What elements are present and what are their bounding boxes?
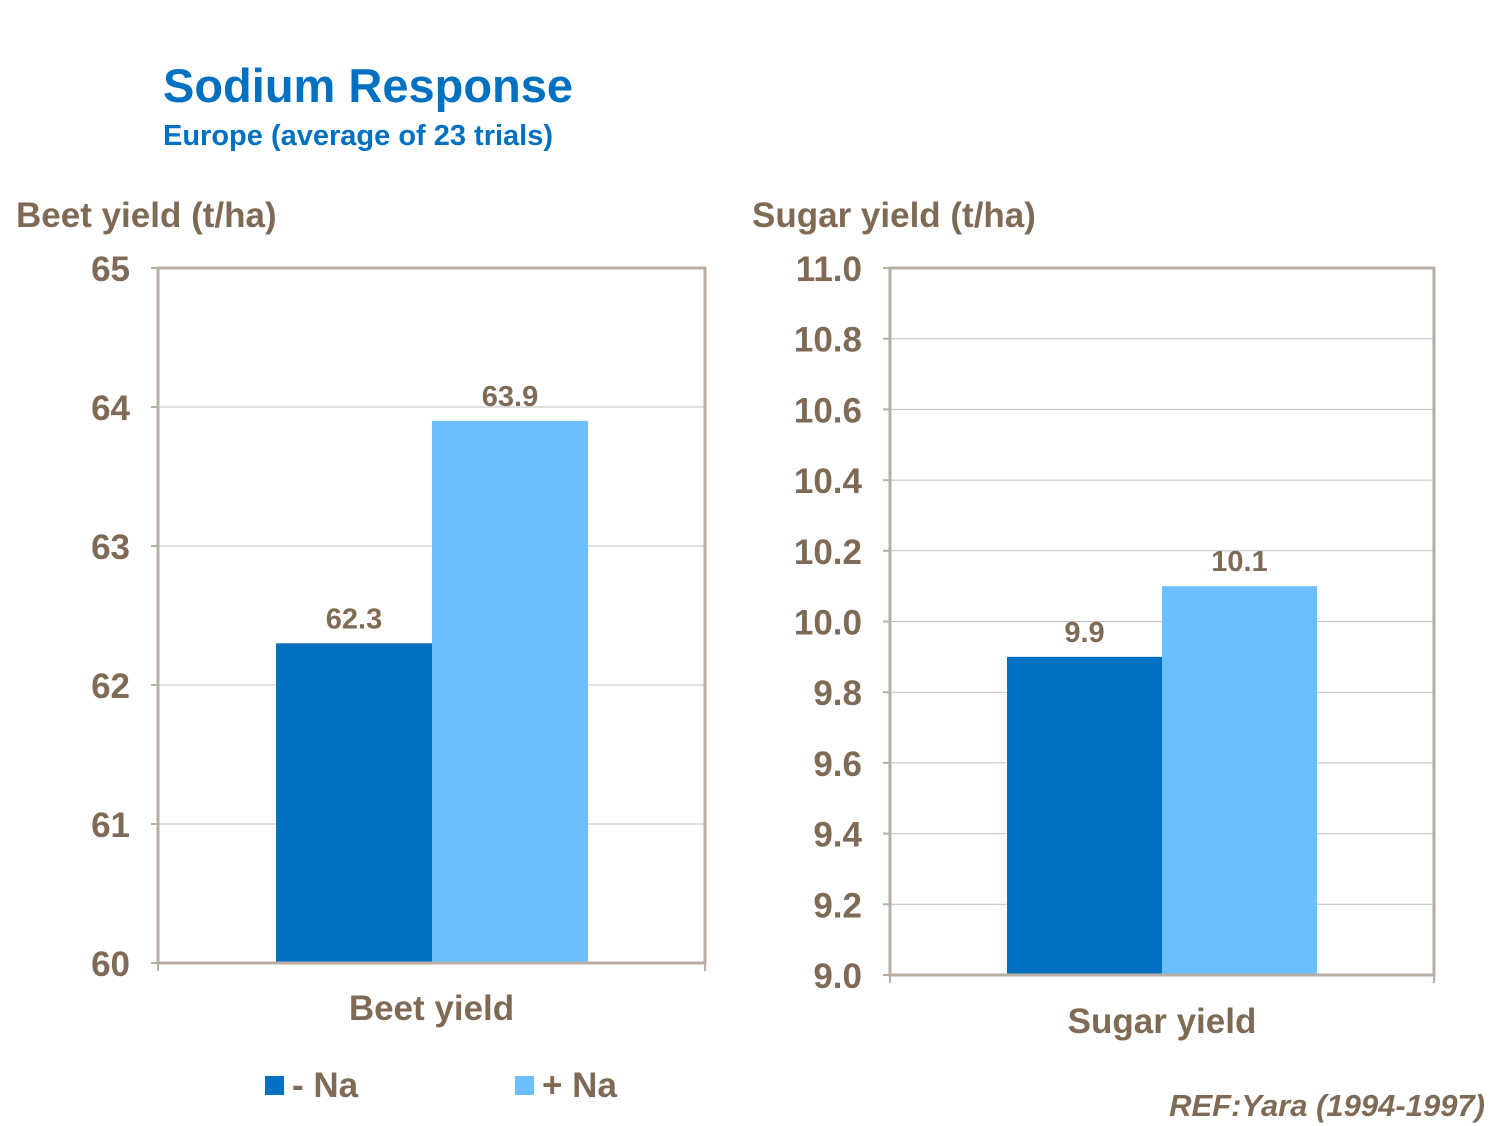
beet-data-label-plus-na: 63.9 — [482, 381, 538, 413]
sugar-chart-y-axis-label: Sugar yield (t/ha) — [752, 196, 1036, 235]
beet-category-label: Beet yield — [349, 989, 514, 1028]
legend-item-plus-na: + Na — [515, 1068, 617, 1103]
legend-swatch-minus-na — [265, 1076, 284, 1095]
sugar-y-tick-label: 10.8 — [794, 321, 862, 360]
sugar-y-tick-label: 9.2 — [813, 886, 862, 925]
sugar-y-tick-label: 11.0 — [796, 250, 862, 289]
beet-chart-y-axis-label: Beet yield (t/ha) — [16, 196, 277, 235]
legend-swatch-plus-na — [515, 1076, 534, 1095]
legend-label-plus-na: + Na — [542, 1066, 617, 1105]
sugar-bar-plus-na — [1162, 586, 1317, 975]
page-subtitle: Europe (average of 23 trials) — [163, 120, 554, 152]
sugar-y-tick-label: 10.6 — [794, 391, 862, 430]
reference-note: REF:Yara (1994-1997) — [1169, 1088, 1485, 1123]
beet-y-tick-label: 64 — [91, 389, 130, 428]
sugar-plot-frame — [888, 266, 1436, 977]
beet-y-tick-label: 65 — [91, 250, 130, 289]
beet-y-tick-label: 61 — [91, 806, 130, 845]
legend-label-minus-na: - Na — [292, 1066, 359, 1105]
sugar-y-tick-label: 10.0 — [794, 604, 862, 643]
sugar-y-tick-label: 9.6 — [813, 745, 862, 784]
page-title: Sodium Response — [163, 59, 574, 112]
beet-y-tick-label: 62 — [91, 667, 130, 706]
sugar-y-tick-label: 9.8 — [813, 674, 862, 713]
sugar-data-label-plus-na: 10.1 — [1211, 546, 1267, 578]
sugar-data-label-minus-na: 9.9 — [1064, 617, 1104, 649]
sugar-category-label: Sugar yield — [1068, 1002, 1257, 1041]
beet-y-tick-label: 60 — [91, 945, 130, 984]
legend-item-minus-na: - Na — [265, 1068, 358, 1103]
beet-bar-minus-na — [276, 643, 432, 963]
sugar-y-tick-label: 9.0 — [813, 957, 862, 996]
sugar-y-tick-label: 9.4 — [813, 816, 862, 855]
beet-bar-plus-na — [432, 420, 588, 963]
beet-plot-frame — [156, 266, 707, 965]
beet-data-label-minus-na: 62.3 — [326, 603, 382, 635]
beet-y-tick-label: 63 — [91, 528, 130, 567]
sugar-y-tick-label: 10.4 — [794, 462, 863, 501]
sugar-y-tick-label: 10.2 — [794, 533, 862, 572]
sugar-bar-minus-na — [1007, 656, 1162, 975]
